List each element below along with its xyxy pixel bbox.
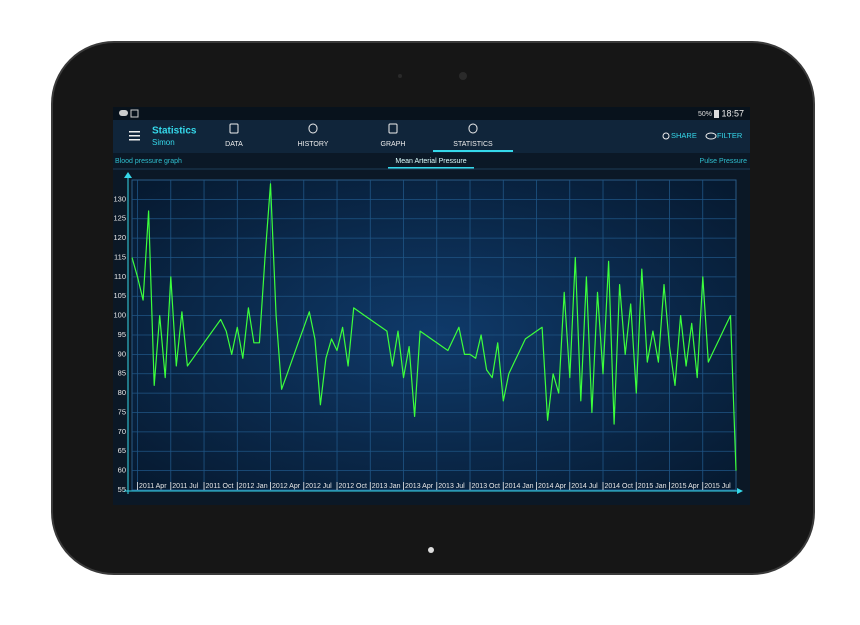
tab[interactable]: DATA (225, 123, 243, 148)
status-bar (113, 107, 750, 120)
tab-label: STATISTICS (453, 141, 493, 148)
filter-icon (705, 132, 717, 140)
filter-button[interactable]: FILTER (705, 131, 743, 140)
x-tick-label: 2013 Jul (438, 483, 465, 490)
x-tick-label: 2014 Jul (571, 483, 598, 490)
tab-label: GRAPH (381, 141, 406, 148)
y-tick-label: 90 (118, 349, 126, 358)
y-tick-label: 120 (113, 233, 126, 242)
battery-icon (714, 110, 719, 118)
app-subtitle: Simon (152, 138, 175, 147)
tab-icon (308, 123, 318, 134)
x-tick-label: 2013 Jan (372, 483, 401, 490)
menu-line (129, 139, 140, 141)
x-tick-label: 2011 Oct (206, 483, 234, 490)
tab-icon (468, 123, 478, 134)
camera (459, 72, 467, 80)
x-tick-label: 2012 Oct (339, 483, 367, 490)
sub-tab[interactable]: Mean Arterial Pressure (395, 158, 466, 165)
y-tick-label: 110 (114, 272, 126, 281)
x-tick-label: 2012 Apr (272, 483, 301, 490)
x-tick-label: 2014 Apr (538, 483, 567, 490)
menu-button[interactable] (129, 131, 140, 141)
tab-icon (388, 123, 398, 134)
tab-label: DATA (225, 141, 243, 148)
y-tick-label: 115 (114, 252, 126, 261)
y-tick-label: 130 (113, 194, 126, 203)
image-icon (130, 109, 139, 118)
tab[interactable]: STATISTICS (453, 123, 493, 148)
app-bar (113, 120, 750, 153)
x-tick-label: 2015 Jan (638, 483, 667, 490)
y-tick-label: 80 (118, 388, 126, 397)
y-tick-label: 105 (113, 291, 126, 300)
sub-tab[interactable]: Pulse Pressure (700, 158, 748, 165)
sensor (398, 74, 402, 78)
action-label: FILTER (717, 131, 743, 140)
x-tick-label: 2012 Jul (305, 483, 332, 490)
y-tick-label: 95 (118, 330, 126, 339)
tab-indicator (433, 150, 513, 152)
sub-tab-indicator (388, 167, 474, 169)
chart: 55 60 65 70 75 80 85 90 95 100 105 110 115 120 125 130 2… (113, 180, 737, 494)
y-axis-arrow (124, 172, 132, 178)
home-light (428, 547, 434, 553)
x-tick-label: 2014 Oct (605, 483, 633, 490)
y-tick-label: 70 (118, 427, 126, 436)
tab[interactable]: GRAPH (381, 123, 406, 148)
x-tick-label: 2011 Jul (172, 483, 198, 490)
menu-line (129, 131, 140, 133)
y-tick-label: 85 (118, 369, 126, 378)
y-tick-label: 60 (118, 466, 126, 475)
tab[interactable]: HISTORY (298, 123, 329, 148)
sub-tab[interactable]: Blood pressure graph (115, 158, 182, 165)
clock: 18:57 (721, 108, 744, 118)
action-label: SHARE (671, 131, 697, 140)
y-tick-label: 100 (113, 311, 126, 320)
x-tick-label: 2014 Jan (505, 483, 534, 490)
x-tick-label: 2012 Jan (239, 483, 268, 490)
data-line (131, 183, 737, 471)
x-tick-label: 2015 Apr (671, 483, 700, 490)
y-tick-label: 75 (118, 407, 126, 416)
share-icon (662, 132, 670, 140)
y-tick-label: 65 (118, 446, 126, 455)
x-tick-label: 2011 Apr (139, 483, 167, 490)
battery-text: 50% (698, 111, 712, 118)
tab-label: HISTORY (298, 141, 329, 148)
x-tick-label: 2015 Jul (704, 483, 731, 490)
x-axis-arrow (737, 488, 743, 494)
cloud-icon (119, 110, 128, 116)
app-title: Statistics (152, 126, 197, 137)
y-tick-label: 55 (118, 485, 126, 494)
menu-line (129, 135, 140, 137)
x-tick-label: 2013 Apr (405, 483, 434, 490)
y-tick-label: 125 (113, 214, 126, 223)
share-button[interactable]: SHARE (662, 131, 697, 140)
tab-icon (229, 123, 239, 134)
x-tick-label: 2013 Oct (472, 483, 500, 490)
